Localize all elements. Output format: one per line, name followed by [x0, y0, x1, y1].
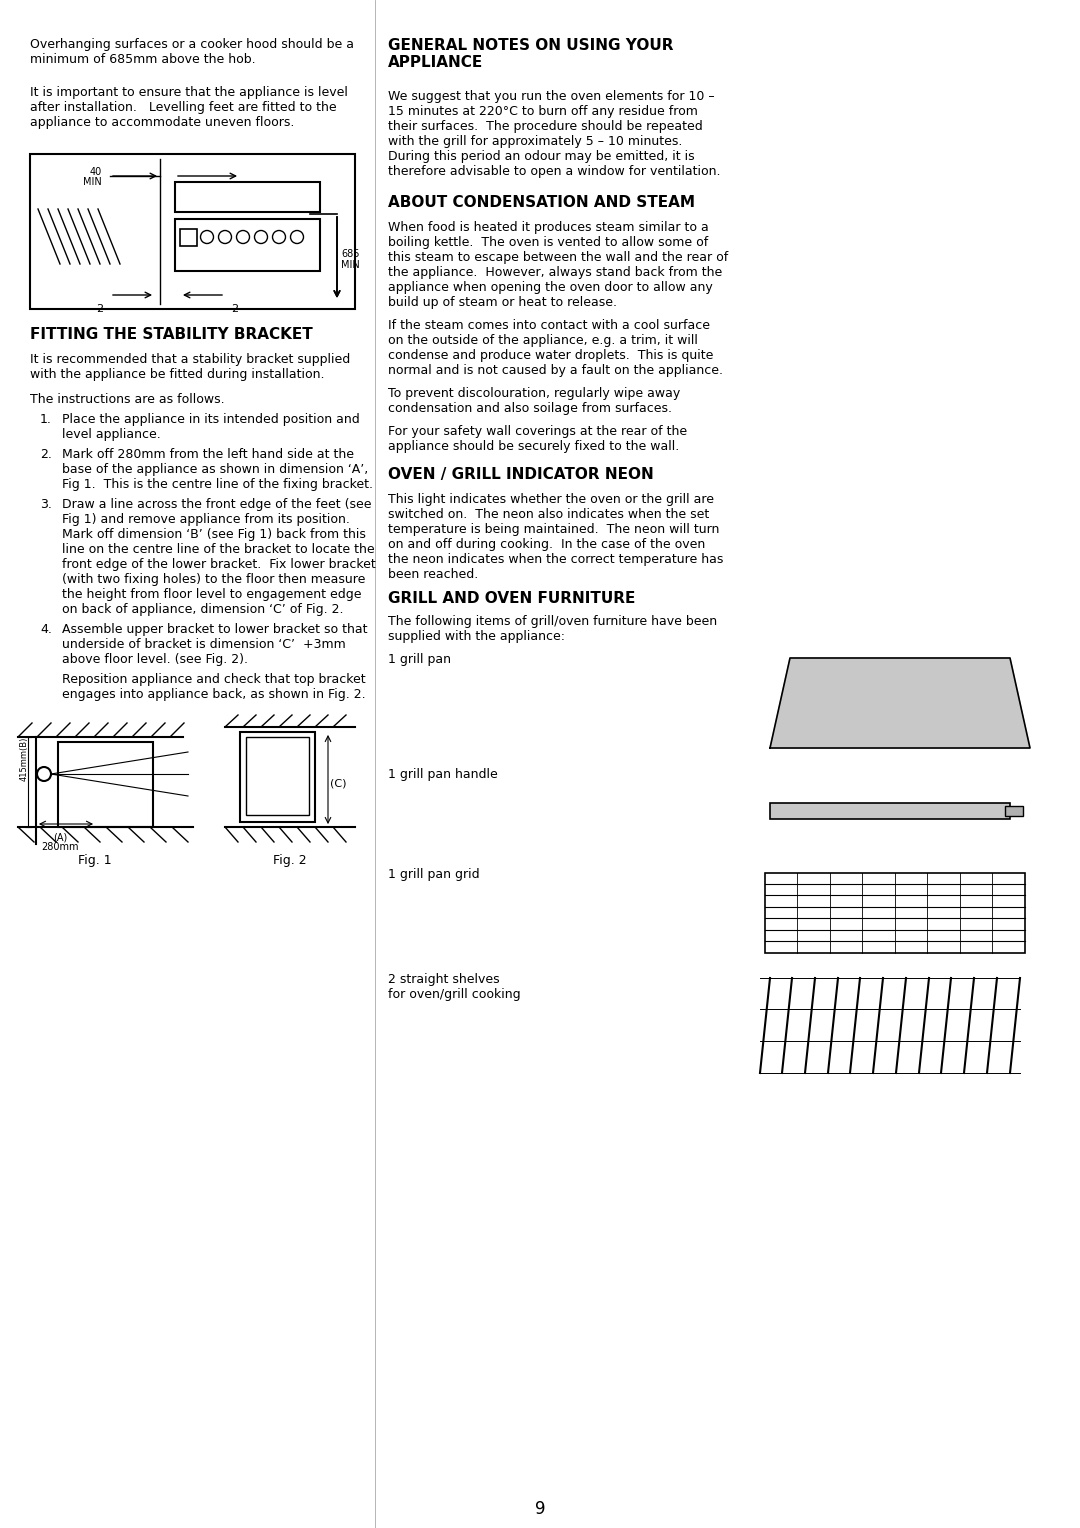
Text: If the steam comes into contact with a cool surface
on the outside of the applia: If the steam comes into contact with a c… — [388, 319, 723, 377]
Circle shape — [272, 231, 285, 243]
Text: 1 grill pan grid: 1 grill pan grid — [388, 868, 480, 882]
Text: 40: 40 — [90, 167, 102, 177]
Bar — [58, 743, 153, 827]
Text: 2: 2 — [96, 304, 104, 313]
Circle shape — [237, 231, 249, 243]
Text: (C): (C) — [330, 779, 347, 788]
Bar — [175, 219, 320, 270]
Text: Assemble upper bracket to lower bracket so that
underside of bracket is dimensio: Assemble upper bracket to lower bracket … — [62, 623, 367, 666]
Text: Fig. 2: Fig. 2 — [273, 854, 307, 866]
Text: The instructions are as follows.: The instructions are as follows. — [30, 393, 225, 406]
Text: 3.: 3. — [40, 498, 52, 510]
Text: MIN: MIN — [83, 177, 102, 186]
Circle shape — [218, 231, 231, 243]
Circle shape — [255, 231, 268, 243]
Bar — [175, 182, 320, 212]
Text: 4.: 4. — [40, 623, 52, 636]
Circle shape — [37, 767, 51, 781]
Text: ABOUT CONDENSATION AND STEAM: ABOUT CONDENSATION AND STEAM — [388, 196, 696, 209]
Text: When food is heated it produces steam similar to a
boiling kettle.  The oven is : When food is heated it produces steam si… — [388, 222, 728, 309]
Text: 685: 685 — [341, 249, 360, 260]
Text: Reposition appliance and check that top bracket
engages into appliance back, as : Reposition appliance and check that top … — [62, 672, 366, 701]
Text: It is recommended that a stability bracket supplied
with the appliance be fitted: It is recommended that a stability brack… — [30, 353, 350, 380]
Text: 415mm(B): 415mm(B) — [21, 736, 29, 781]
Bar — [770, 804, 1010, 819]
Text: MIN: MIN — [341, 260, 360, 270]
Bar — [180, 229, 197, 246]
Text: We suggest that you run the oven elements for 10 –
15 minutes at 220°C to burn o: We suggest that you run the oven element… — [388, 90, 720, 177]
Bar — [240, 732, 315, 822]
Text: 9: 9 — [535, 1500, 545, 1517]
Circle shape — [291, 231, 303, 243]
Text: FITTING THE STABILITY BRACKET: FITTING THE STABILITY BRACKET — [30, 327, 313, 342]
Text: (A): (A) — [53, 833, 67, 842]
Text: 2: 2 — [231, 304, 239, 313]
Text: Place the appliance in its intended position and
level appliance.: Place the appliance in its intended posi… — [62, 413, 360, 442]
Bar — [30, 154, 355, 309]
Text: 1 grill pan: 1 grill pan — [388, 652, 451, 666]
Text: OVEN / GRILL INDICATOR NEON: OVEN / GRILL INDICATOR NEON — [388, 468, 653, 481]
Text: To prevent discolouration, regularly wipe away
condensation and also soilage fro: To prevent discolouration, regularly wip… — [388, 387, 680, 416]
Text: Draw a line across the front edge of the feet (see
Fig 1) and remove appliance f: Draw a line across the front edge of the… — [62, 498, 376, 616]
Text: 280mm: 280mm — [41, 842, 79, 853]
Bar — [765, 872, 1025, 953]
Text: The following items of grill/oven furniture have been
supplied with the applianc: The following items of grill/oven furnit… — [388, 614, 717, 643]
Text: For your safety wall coverings at the rear of the
appliance should be securely f: For your safety wall coverings at the re… — [388, 425, 687, 452]
Text: Overhanging surfaces or a cooker hood should be a
minimum of 685mm above the hob: Overhanging surfaces or a cooker hood sh… — [30, 38, 354, 66]
Text: 2 straight shelves
for oven/grill cooking: 2 straight shelves for oven/grill cookin… — [388, 973, 521, 1001]
Text: Mark off 280mm from the left hand side at the
base of the appliance as shown in : Mark off 280mm from the left hand side a… — [62, 448, 373, 490]
Text: GENERAL NOTES ON USING YOUR
APPLIANCE: GENERAL NOTES ON USING YOUR APPLIANCE — [388, 38, 674, 70]
Text: 2.: 2. — [40, 448, 52, 461]
Circle shape — [201, 231, 214, 243]
Bar — [246, 736, 309, 814]
Text: Fig. 1: Fig. 1 — [78, 854, 112, 866]
Text: It is important to ensure that the appliance is level
after installation.   Leve: It is important to ensure that the appli… — [30, 86, 348, 128]
Text: 1.: 1. — [40, 413, 52, 426]
Text: 1 grill pan handle: 1 grill pan handle — [388, 769, 498, 781]
Bar — [1005, 805, 1023, 816]
Text: This light indicates whether the oven or the grill are
switched on.  The neon al: This light indicates whether the oven or… — [388, 494, 724, 581]
Text: GRILL AND OVEN FURNITURE: GRILL AND OVEN FURNITURE — [388, 591, 635, 607]
Polygon shape — [770, 659, 1030, 749]
